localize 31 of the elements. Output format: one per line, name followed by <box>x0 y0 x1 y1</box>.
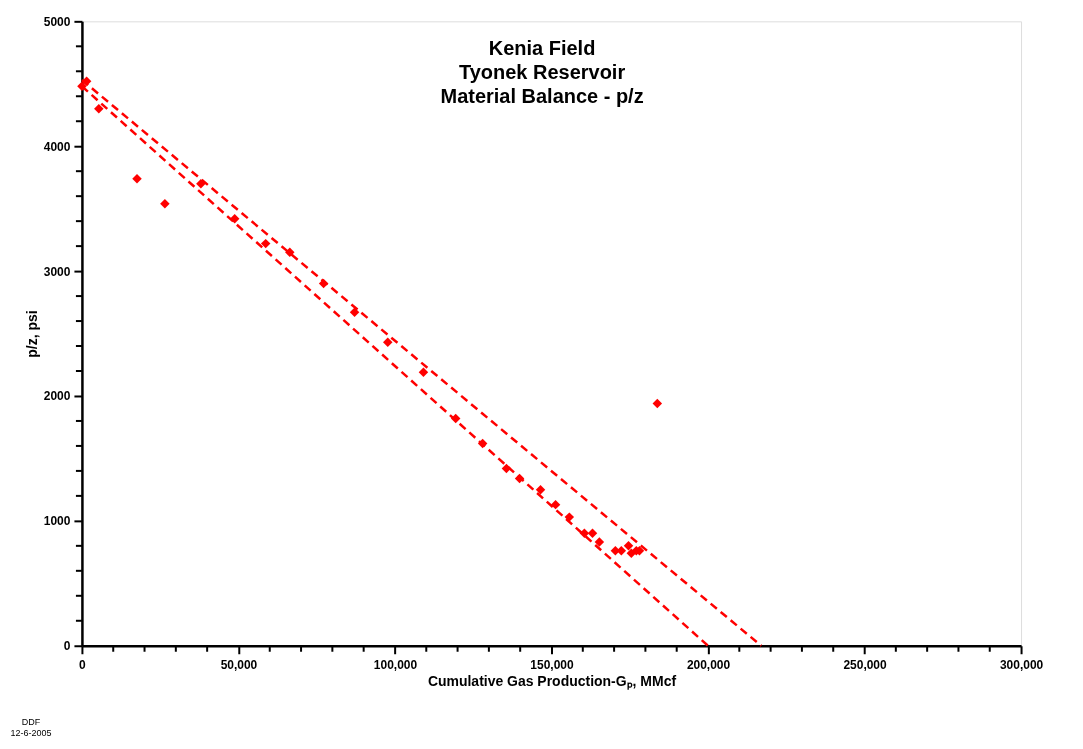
x-axis-title: Cumulative Gas Production-Gₚ, MMcf <box>427 673 677 691</box>
point <box>132 173 142 184</box>
point <box>285 247 295 258</box>
point <box>652 398 663 409</box>
point <box>94 104 104 114</box>
point <box>196 178 206 189</box>
text: Kenia Field Tyonek Reservoir Material Balance - p/z <box>440 37 644 108</box>
x-tick-label: 0 <box>79 658 87 673</box>
y-tick-label: 0 <box>63 639 71 654</box>
x-tick-label: 300,000 <box>999 658 1044 673</box>
point <box>418 367 429 377</box>
point <box>349 307 360 318</box>
y-tick-label: 1000 <box>43 514 71 529</box>
point <box>594 537 605 547</box>
x-tick-label: 50,000 <box>220 658 258 673</box>
text: DDF 12-6-2005 <box>10 716 52 738</box>
y-axis-title: p/z, psi <box>23 310 40 358</box>
x-tick-label: 250,000 <box>843 658 888 673</box>
y-tick-label: 4000 <box>43 139 71 154</box>
point <box>260 238 271 249</box>
y-tick-label: 3000 <box>43 264 71 279</box>
y-tick-label: 2000 <box>43 389 71 404</box>
y-tick-label: 5000 <box>43 14 71 29</box>
point <box>160 198 170 209</box>
point <box>623 541 634 551</box>
point <box>535 484 546 495</box>
x-tick-label: 150,000 <box>530 658 574 673</box>
x-tick-label: 100,000 <box>373 658 418 673</box>
point <box>587 528 598 539</box>
x-tick-label: 200,000 <box>686 658 731 673</box>
point <box>383 337 393 348</box>
